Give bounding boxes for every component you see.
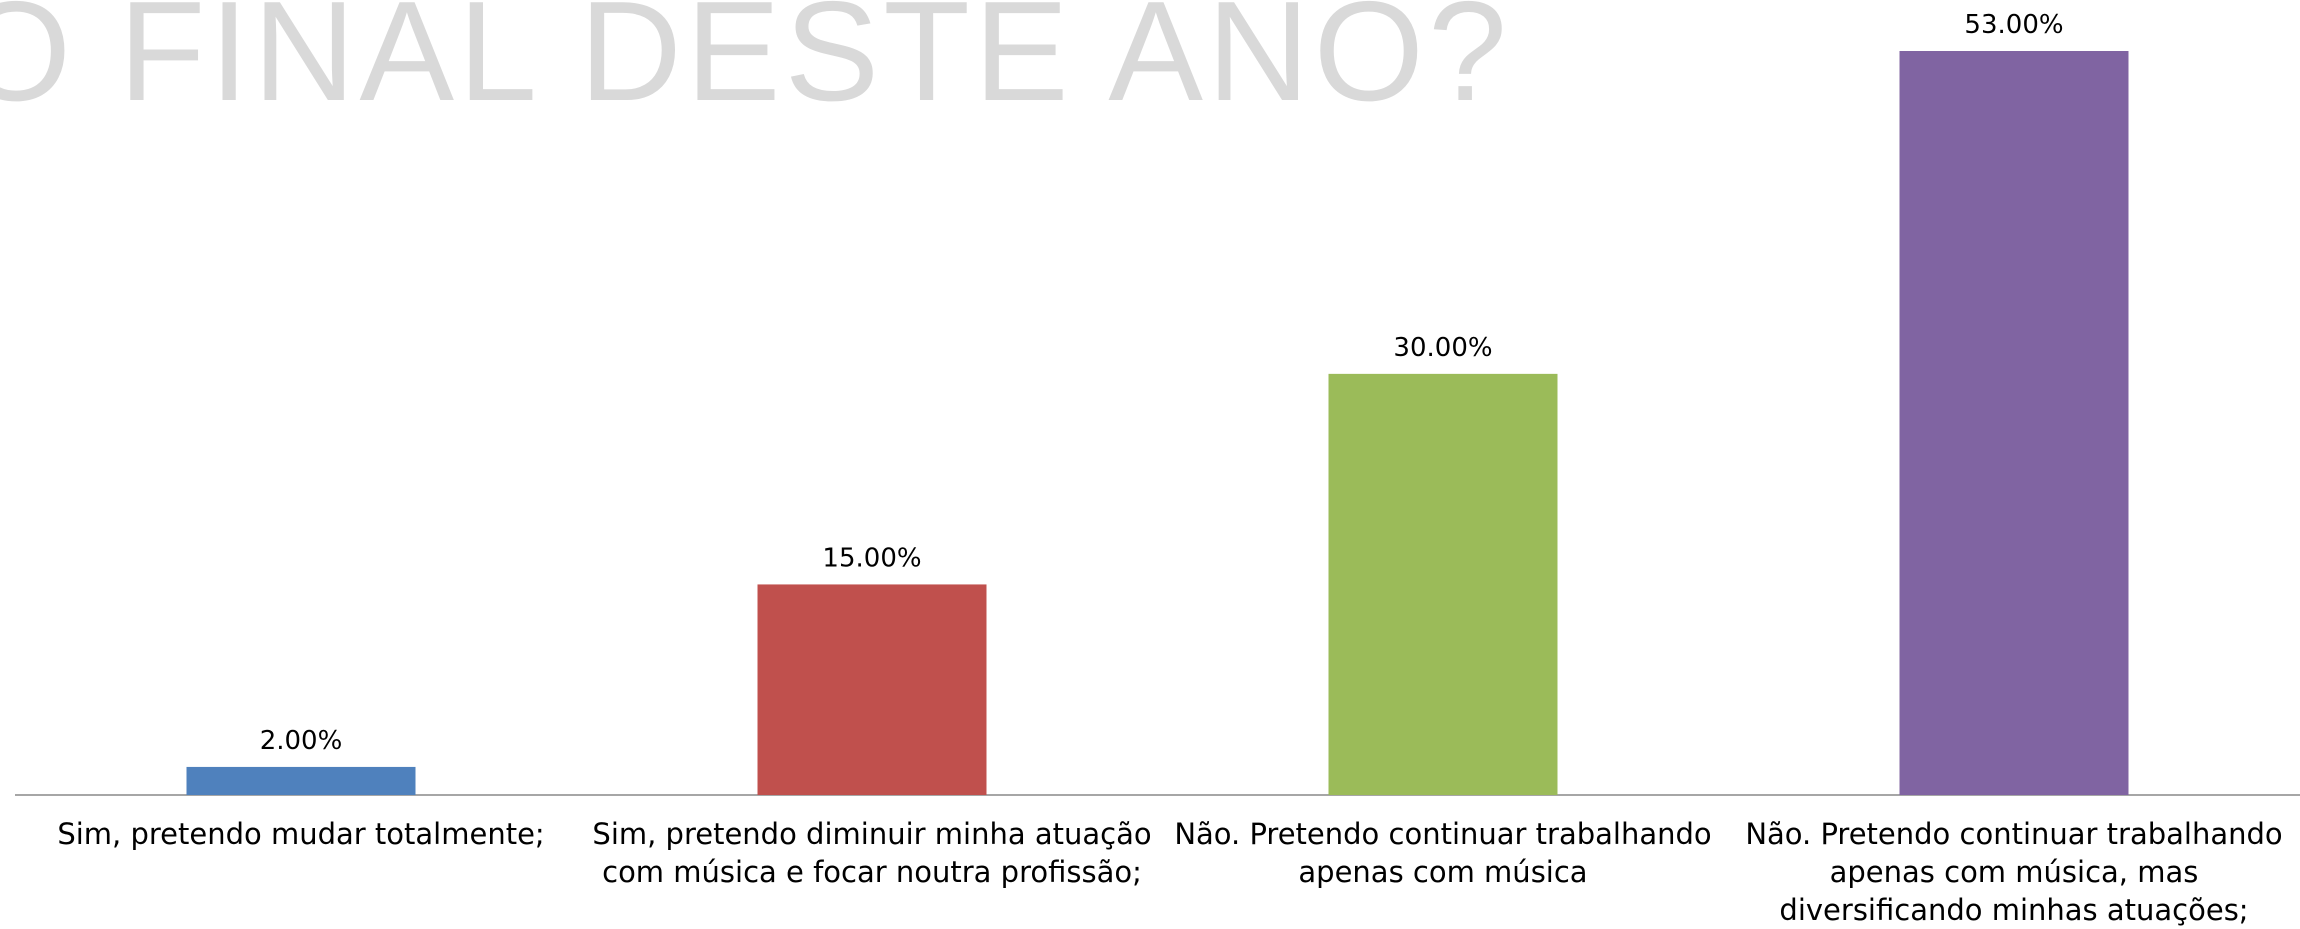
x-tick-label: Sim, pretendo mudar totalmente; (57, 817, 545, 851)
bar (1328, 373, 1558, 795)
x-tick-label: Não. Pretendo continuar trabalhando apen… (1174, 817, 1712, 889)
bar (757, 584, 987, 795)
x-tick-label: Sim, pretendo diminuir minha atuação com… (592, 817, 1152, 889)
bar (1899, 51, 2129, 795)
data-label: 2.00% (260, 726, 343, 756)
bar (186, 766, 416, 795)
chart-title: ATE O FINAL DESTE ANO? (0, 0, 1511, 131)
data-label: 15.00% (822, 543, 921, 573)
x-tick-label: Não. Pretendo continuar trabalhando apen… (1745, 817, 2283, 927)
data-label: 53.00% (1964, 10, 2063, 40)
data-label: 30.00% (1393, 333, 1492, 363)
